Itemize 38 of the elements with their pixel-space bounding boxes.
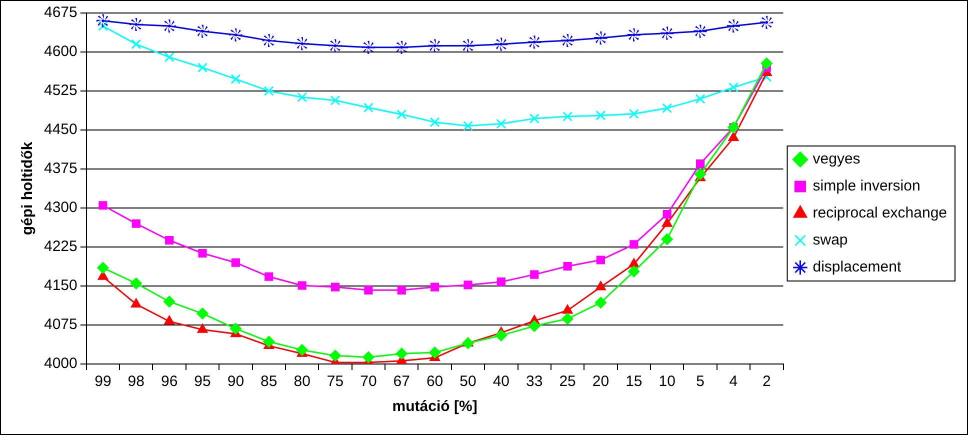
- y-tick-label: 4600: [44, 43, 78, 60]
- x-tick-label: 90: [227, 373, 244, 390]
- legend-label: vegyes: [812, 150, 860, 168]
- y-tick-label: 4300: [44, 199, 78, 216]
- legend-label: simple inversion: [812, 178, 920, 195]
- x-tick-label: 40: [492, 373, 510, 390]
- x-tick-label: 2: [762, 373, 771, 390]
- legend-label: displacement: [812, 258, 902, 276]
- y-tick-label: 4000: [44, 355, 78, 372]
- x-tick-label: 80: [294, 373, 310, 390]
- y-tick-label: 4375: [44, 160, 78, 178]
- x-tick-label: 67: [393, 373, 410, 390]
- x-tick-label: 85: [260, 373, 278, 390]
- y-tick-label: 4225: [44, 238, 78, 256]
- x-tick-label: 60: [426, 373, 444, 390]
- y-tick-label: 4075: [44, 316, 78, 334]
- legend-label: reciprocal exchange: [812, 204, 948, 222]
- x-tick-label: 25: [559, 373, 576, 390]
- y-tick-label: 4450: [44, 121, 78, 138]
- legend-label: swap: [812, 232, 848, 249]
- x-tick-label: 10: [658, 373, 676, 390]
- x-tick-label: 15: [626, 373, 642, 390]
- x-tick-label: 70: [360, 373, 377, 390]
- x-tick-label: 95: [194, 373, 211, 390]
- x-tick-label: 20: [592, 373, 610, 390]
- x-tick-label: 98: [128, 373, 144, 390]
- y-tick-label: 4150: [44, 277, 78, 294]
- x-tick-label: 33: [526, 373, 543, 390]
- y-tick-label: 4525: [44, 82, 78, 100]
- x-axis-title: mutáció [%]: [392, 398, 478, 416]
- x-tick-label: 96: [160, 373, 178, 390]
- x-tick-label: 75: [326, 373, 344, 390]
- x-tick-label: 4: [729, 373, 738, 390]
- x-tick-label: 50: [460, 373, 476, 390]
- x-tick-label: 5: [696, 373, 704, 390]
- x-tick-label: 99: [94, 373, 112, 390]
- y-tick-label: 4675: [44, 4, 78, 22]
- y-axis-title: gépi holtidők: [19, 141, 36, 236]
